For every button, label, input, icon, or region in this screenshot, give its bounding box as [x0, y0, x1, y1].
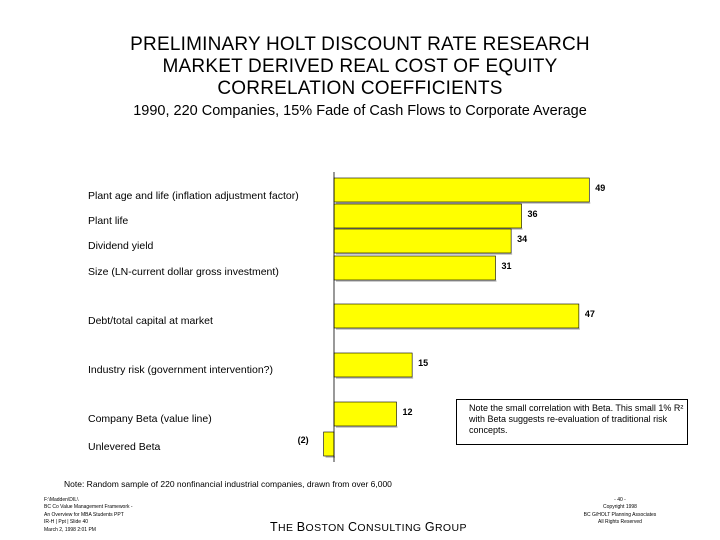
title-line: CORRELATION COEFFICIENTS: [217, 78, 503, 99]
category-label: Plant age and life (inflation adjustment…: [88, 190, 299, 202]
value-label: 31: [502, 261, 512, 271]
category-label: Unlevered Beta: [88, 441, 161, 453]
bar: [333, 401, 397, 427]
title-line: MARKET DERIVED REAL COST OF EQUITY: [162, 56, 558, 77]
title-line: PRELIMINARY HOLT DISCOUNT RATE RESEARCH: [130, 34, 590, 55]
right-footer-line: BC G/HOLT Planning Associates: [583, 511, 657, 518]
chart-subtitle: 1990, 220 Companies, 15% Fade of Cash Fl…: [133, 103, 587, 119]
left-footer-line: IR-H | Ppt | Slide 40: [44, 519, 89, 526]
left-footer-line: March 2, 1998 2:01 PM: [44, 526, 96, 533]
bar-chart: Plant age and life (inflation adjustment…: [88, 172, 605, 462]
bar: [333, 177, 590, 203]
right-footer-line: Copyright 1998: [603, 504, 637, 511]
value-label: 47: [585, 309, 595, 319]
left-footer-line: BC Co Value Management Framework -: [44, 504, 133, 511]
category-label: Company Beta (value line): [88, 413, 212, 425]
left-footer-line: An Overview for MBA Students PPT: [44, 511, 124, 518]
value-label: 15: [418, 358, 428, 368]
footnote: Note: Random sample of 220 nonfinancial …: [64, 479, 392, 489]
bar: [333, 228, 512, 254]
right-footer-line: - 40 -: [614, 497, 626, 503]
category-label: Industry risk (government intervention?): [88, 364, 273, 376]
bar: [333, 203, 522, 229]
value-label: 49: [595, 183, 605, 193]
category-label: Size (LN-current dollar gross investment…: [88, 266, 279, 278]
bar: [323, 431, 335, 457]
value-label: 36: [528, 209, 538, 219]
bar: [333, 352, 413, 378]
category-label: Dividend yield: [88, 240, 154, 252]
right-footer: - 40 - Copyright 1998 BC G/HOLT Planning…: [565, 497, 675, 527]
category-label: Debt/total capital at market: [88, 315, 213, 327]
value-label: (2): [298, 435, 309, 445]
value-label: 12: [403, 407, 413, 417]
bar: [333, 303, 580, 329]
value-label: 34: [517, 234, 527, 244]
company-name: THE BOSTON CONSULTING GROUP: [270, 520, 467, 534]
left-footer-line: F:\Madden\DIL\: [44, 497, 79, 503]
left-footer: F:\Madden\DIL\ BC Co Value Management Fr…: [44, 497, 133, 534]
chart-title: PRELIMINARY HOLT DISCOUNT RATE RESEARCH …: [0, 34, 720, 100]
bar: [333, 255, 496, 281]
note-box: Note the small correlation with Beta. Th…: [456, 399, 688, 445]
category-label: Plant life: [88, 215, 128, 227]
right-footer-line: All Rights Reserved: [598, 519, 642, 526]
